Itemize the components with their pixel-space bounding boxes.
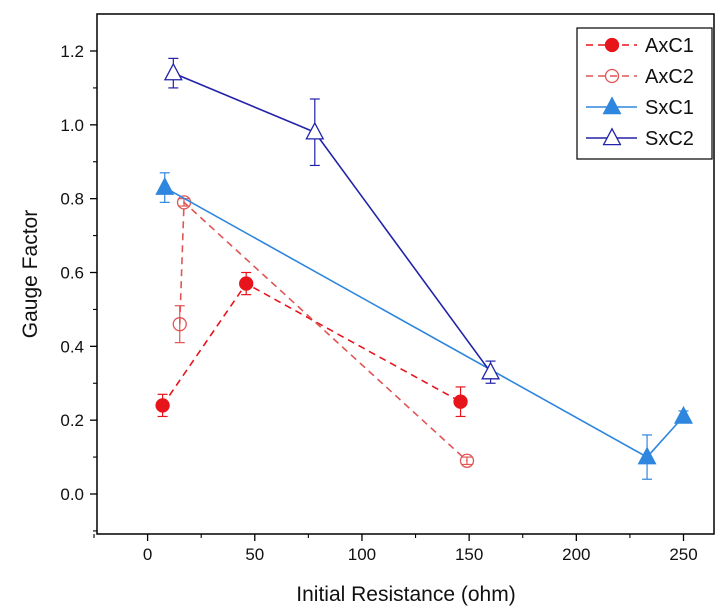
data-point — [155, 177, 175, 195]
legend-item: SxC2 — [586, 127, 694, 150]
x-tick-label: 100 — [348, 545, 376, 564]
x-tick-label: 50 — [245, 545, 264, 564]
legend-item: AxC1 — [586, 35, 694, 57]
legend-item: SxC1 — [586, 96, 694, 119]
y-axis-title: Gauge Factor — [19, 210, 42, 338]
data-point — [637, 446, 657, 465]
legend-marker — [602, 96, 622, 115]
legend-label: SxC2 — [645, 128, 694, 150]
data-point — [172, 317, 187, 332]
legend-box — [576, 27, 713, 160]
x-tick-label: 200 — [562, 545, 590, 564]
legend-item: AxC2 — [586, 66, 694, 88]
x-tick-label: 250 — [669, 545, 697, 564]
y-tick-label: 0.6 — [60, 264, 84, 283]
series-line — [161, 282, 461, 406]
y-tick-label: 0.2 — [60, 411, 84, 430]
series-SxC2 — [163, 57, 501, 384]
y-tick-label: 0.8 — [60, 190, 84, 209]
y-tick-label: 1.0 — [60, 116, 84, 135]
legend-label: SxC1 — [645, 97, 694, 119]
data-point — [459, 453, 475, 468]
series-AxC2 — [172, 195, 475, 468]
data-point — [453, 394, 468, 409]
series-layer — [155, 57, 693, 480]
data-point — [305, 121, 325, 140]
legend-marker — [602, 127, 622, 146]
y-tick-label: 0.0 — [60, 485, 84, 504]
data-point — [674, 405, 693, 424]
y-tick-label: 1.2 — [60, 42, 84, 61]
plot-frame — [96, 13, 715, 535]
y-axis-ticks: 0.0 0.2 0.4 0.6 0.8 1.0 1.2 — [60, 42, 97, 532]
series-SxC1 — [155, 172, 693, 480]
series-AxC1 — [155, 271, 468, 418]
legend-marker — [604, 37, 620, 53]
data-point — [163, 62, 183, 81]
series-line — [164, 186, 685, 459]
x-axis-title: Initial Resistance (ohm) — [296, 583, 515, 606]
x-tick-label: 150 — [455, 545, 483, 564]
y-tick-label: 0.4 — [60, 337, 84, 356]
legend-marker — [604, 68, 620, 84]
legend: AxC1 AxC2 SxC1 SxC2 — [576, 27, 713, 160]
data-point — [239, 276, 254, 291]
legend-label: AxC1 — [645, 35, 694, 57]
x-tick-label: 0 — [143, 545, 152, 564]
legend-label: AxC2 — [645, 66, 694, 88]
data-point — [481, 361, 501, 380]
data-point — [155, 398, 170, 413]
legend-items: AxC1 AxC2 SxC1 SxC2 — [586, 35, 694, 150]
series-line — [173, 72, 492, 373]
x-axis-ticks: 0 50 100 150 200 250 — [93, 534, 698, 564]
